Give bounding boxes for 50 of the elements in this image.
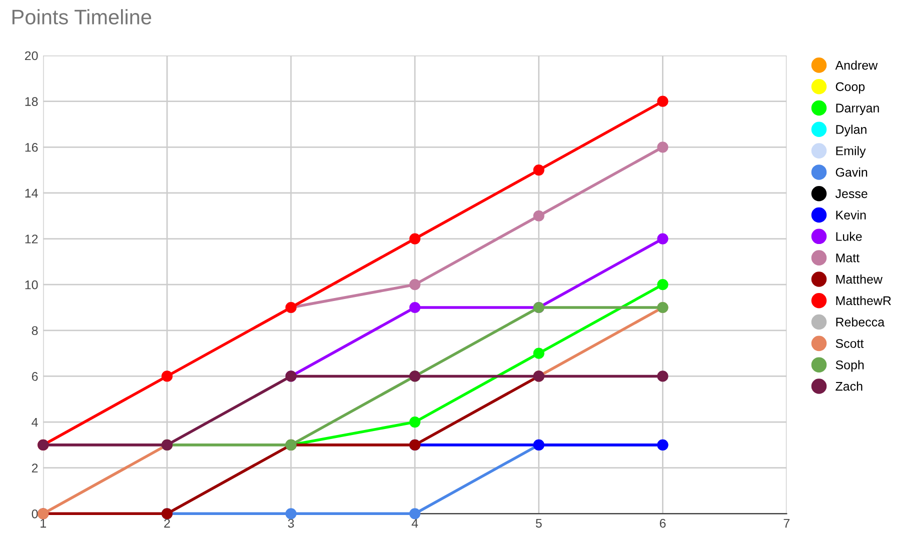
legend-label: Gavin: [836, 168, 868, 177]
y-tick-label: 8: [32, 326, 38, 336]
legend-label: Dylan: [836, 124, 866, 136]
y-tick-label: 16: [25, 142, 38, 152]
x-tick-label: 6: [660, 518, 666, 528]
x-tick-label: 2: [164, 518, 170, 528]
legend-label: Coop: [836, 82, 865, 94]
y-tick-label: 4: [32, 418, 38, 427]
point: [285, 508, 297, 520]
x-tick-label: 4: [412, 518, 418, 528]
legend-label: Rebecca: [836, 317, 885, 327]
chart-title: Points Timeline: [12, 9, 152, 24]
point: [162, 370, 173, 382]
legend-label: Matt: [836, 254, 860, 262]
point: [657, 96, 668, 107]
x-tick-label: 7: [784, 518, 790, 528]
legend-label: Zach: [836, 382, 862, 391]
x-tick-label: 1: [40, 518, 46, 528]
y-tick-label: 2: [32, 464, 38, 472]
legend-label: Kevin: [836, 210, 866, 220]
legend-label: MatthewR: [836, 296, 891, 306]
legend-label: Andrew: [835, 60, 878, 70]
point: [409, 302, 420, 314]
y-tick-label: 10: [25, 280, 38, 290]
point: [533, 348, 544, 359]
point: [409, 416, 420, 428]
y-tick-label: 0: [32, 509, 38, 518]
legend-label: Darryan: [836, 104, 879, 115]
legend-label: Soph: [836, 360, 864, 372]
legend-label: Jesse: [835, 189, 868, 198]
legend-label: Scott: [836, 339, 864, 348]
point: [533, 164, 544, 176]
point: [657, 233, 668, 244]
x-tick-label: 5: [536, 518, 542, 528]
legend-label: Matthew: [836, 274, 883, 284]
legend-label: Luke: [836, 232, 862, 241]
x-tick-label: 3: [288, 518, 294, 528]
y-tick-label: 12: [25, 234, 38, 244]
point: [409, 233, 420, 244]
y-tick-label: 14: [25, 188, 38, 198]
y-tick-label: 18: [25, 97, 38, 106]
y-tick-label: 6: [32, 372, 38, 381]
point: [657, 142, 668, 153]
point: [409, 508, 420, 520]
point: [657, 279, 668, 290]
point: [533, 210, 544, 222]
y-tick-label: 20: [25, 51, 38, 60]
point: [657, 370, 668, 382]
legend-label: Emily: [836, 146, 866, 158]
point: [409, 279, 420, 290]
